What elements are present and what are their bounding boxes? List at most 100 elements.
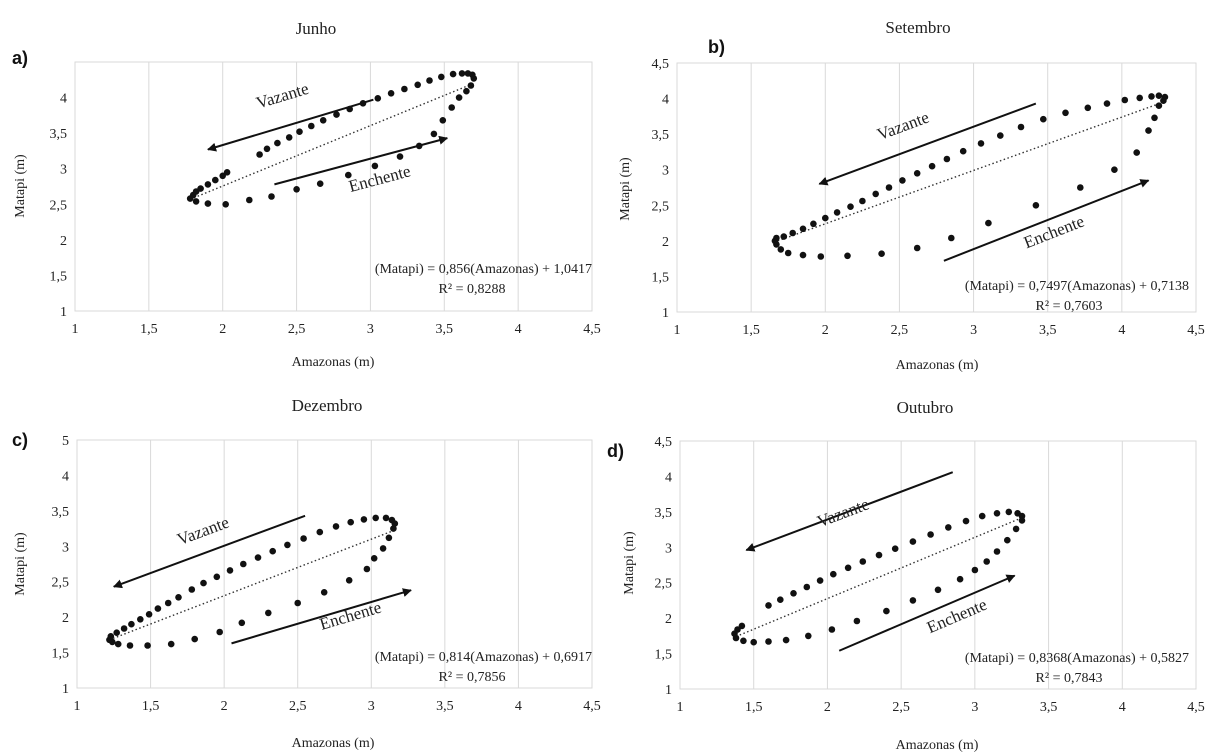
data-point [765,602,772,609]
data-point [128,620,135,628]
data-point [765,638,772,645]
x-axis-label: Amazonas (m) [896,738,979,753]
x-tick-label: 2,5 [288,322,306,337]
data-point [333,111,340,118]
data-point [175,594,182,601]
data-point [1136,94,1143,102]
data-point [833,209,841,216]
y-tick-label: 3 [665,541,672,556]
enchente-arrow [943,179,1150,262]
vazante-arrow [745,471,954,552]
y-tick-label: 1 [60,305,67,320]
data-point [113,629,120,636]
data-point [913,170,921,177]
data-point [1084,104,1092,112]
panel-4: 1 1,5 2 2,5 3 3,5 4 4,5 1 1,5 2 2,5 3 3,5 4 4,5 Outubro d… [607,398,1205,753]
panel-letter: b) [708,37,725,57]
r-squared: R² = 0,8288 [439,282,506,297]
data-point [219,172,226,180]
y-tick-label: 4,5 [652,57,670,72]
data-point [1111,166,1118,173]
data-point [1012,525,1020,533]
data-point [401,85,408,93]
data-point [263,145,271,153]
x-tick-label: 2,5 [289,699,307,714]
data-point [154,605,162,612]
data-point [191,635,198,643]
x-tick-label: 1,5 [140,322,158,337]
y-tick-label: 1,5 [52,647,70,662]
data-point [959,147,967,155]
data-point [345,577,353,584]
data-point [126,642,134,649]
panel-3: 1 1,5 2 2,5 3 3,5 4 4,5 1 1,5 2 2,5 3 3,5 4 5 Dezembro c)… [12,396,601,751]
panel-1: 1 1,5 2 2,5 3 3,5 4 4,5 1 1,5 2 2,5 3 3,5 4 Junho a) Amaz… [12,19,601,370]
data-point [847,203,854,210]
data-point [448,104,456,111]
data-point [945,524,952,531]
data-point [396,153,404,160]
x-axis-label: Amazonas (m) [292,736,375,751]
x-tick-label: 2 [822,323,829,338]
data-point [222,201,229,208]
data-point [346,105,354,113]
regression-equation: (Matapi) = 0,856(Amazonas) + 1,0417 [375,262,592,277]
data-point [1032,202,1040,209]
r-squared: R² = 0,7843 [1036,671,1103,686]
data-point [844,252,851,260]
data-point [285,134,293,141]
data-point [226,567,234,574]
vazante-label: Vazante [815,494,872,531]
y-tick-label: 4 [662,93,669,108]
data-point [430,130,438,138]
x-tick-label: 1 [74,699,81,714]
chart-title: Dezembro [292,396,363,415]
vazante-label: Vazante [254,79,311,113]
x-tick-label: 4,5 [583,322,601,337]
data-point [872,190,879,198]
x-tick-label: 1,5 [745,700,763,715]
data-point [414,81,422,89]
data-point [1040,115,1047,123]
data-point [167,640,175,648]
x-axis-label: Amazonas (m) [292,355,375,370]
data-point [212,176,219,184]
x-tick-label: 4 [1119,700,1126,715]
data-point [294,599,302,607]
trendline [777,101,1164,242]
data-point [455,94,463,101]
data-point [1017,123,1025,131]
data-point [738,622,746,630]
y-tick-label: 1,5 [655,648,673,663]
y-tick-label: 4 [665,470,672,485]
data-point [256,151,263,158]
x-tick-label: 4 [515,699,522,714]
data-point [360,516,368,523]
data-point [120,625,128,632]
data-point [390,525,397,532]
x-tick-label: 4,5 [583,699,601,714]
data-point [439,117,447,124]
x-tick-label: 3,5 [436,699,454,714]
data-point [810,220,817,228]
data-point [1145,127,1152,134]
data-point [927,531,934,538]
x-tick-label: 1,5 [742,323,760,338]
x-tick-label: 4 [515,322,522,337]
data-point [458,70,466,77]
data-point [319,117,327,124]
x-tick-label: 3 [367,322,374,337]
y-tick-label: 4 [62,469,69,484]
data-point [978,512,986,520]
data-point [803,583,811,591]
data-point [308,122,315,130]
data-point [1133,149,1140,156]
x-tick-label: 4,5 [1187,323,1205,338]
y-tick-label: 5 [62,434,69,449]
x-tick-label: 3,5 [1040,700,1058,715]
data-point [374,95,382,102]
y-tick-label: 1 [662,306,669,321]
data-point [878,250,885,257]
x-tick-label: 3 [368,699,375,714]
y-tick-label: 2,5 [652,199,670,214]
